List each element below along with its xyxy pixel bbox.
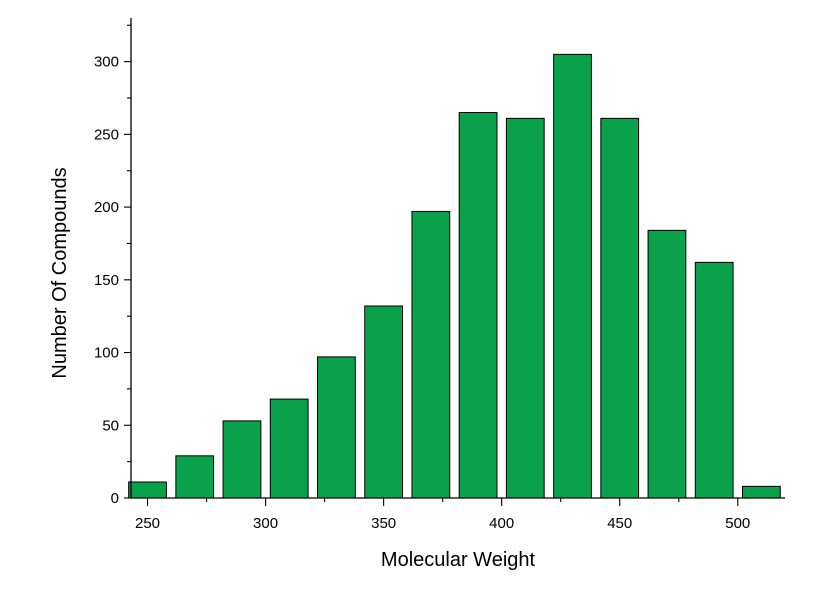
x-axis-title: Molecular Weight xyxy=(381,549,536,571)
bar-290 xyxy=(222,420,262,499)
y-tick-label-100: 100 xyxy=(94,345,119,362)
x-tick-label-300: 300 xyxy=(253,515,278,532)
y-tick-label-50: 50 xyxy=(102,417,119,434)
x-tick-label-350: 350 xyxy=(371,515,396,532)
y-tick-label-200: 200 xyxy=(94,199,119,216)
y-tick-label-0: 0 xyxy=(111,490,119,507)
y-tick-label-300: 300 xyxy=(94,54,119,71)
x-tick-label-400: 400 xyxy=(489,515,514,532)
bar-250 xyxy=(128,481,167,499)
bar-470 xyxy=(647,229,687,499)
y-tick-label-250: 250 xyxy=(94,126,119,143)
bar-270 xyxy=(175,455,215,499)
y-ticks-group: 0 50 100 150 200 250 300 xyxy=(94,24,131,507)
y-axis-title: Number Of Compounds xyxy=(49,167,71,378)
x-tick-label-250: 250 xyxy=(135,515,160,532)
bars-group xyxy=(128,53,781,499)
bar-370 xyxy=(411,210,451,499)
x-tick-label-500: 500 xyxy=(725,515,750,532)
bar-430 xyxy=(553,53,592,499)
bar-350 xyxy=(364,305,404,499)
bar-310 xyxy=(269,398,309,499)
y-tick-label-150: 150 xyxy=(94,272,119,289)
bar-390 xyxy=(458,112,498,499)
bar-410 xyxy=(505,117,545,499)
bar-490 xyxy=(694,261,734,499)
bar-450 xyxy=(600,117,640,499)
bar-330 xyxy=(317,356,356,499)
bar-510 xyxy=(742,485,781,499)
x-ticks-group: 250 300 350 400 450 500 xyxy=(135,498,750,532)
x-tick-label-450: 450 xyxy=(607,515,632,532)
